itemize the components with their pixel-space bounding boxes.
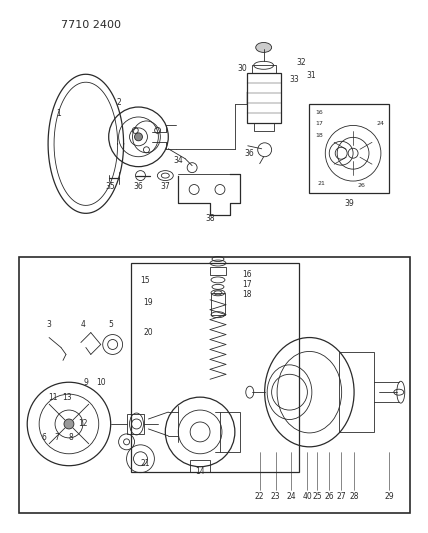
Text: 40: 40	[303, 492, 312, 501]
Text: 17: 17	[242, 280, 251, 289]
Bar	[210, 267, 226, 275]
Text: 8: 8	[68, 433, 73, 442]
Text: 37: 37	[160, 182, 170, 191]
Text: 36: 36	[134, 182, 143, 191]
Bar	[131, 263, 300, 472]
Text: 25: 25	[312, 492, 322, 501]
Bar	[127, 414, 145, 434]
Text: 11: 11	[48, 393, 58, 402]
Bar	[339, 352, 374, 432]
Text: 31: 31	[306, 71, 316, 80]
Bar	[247, 73, 281, 123]
Bar	[254, 123, 273, 131]
Text: 7: 7	[55, 433, 59, 442]
Text: 18: 18	[315, 133, 323, 139]
Text: 39: 39	[344, 199, 354, 208]
Text: 10: 10	[96, 378, 106, 387]
Text: 7710 2400: 7710 2400	[61, 20, 121, 29]
Text: 1: 1	[56, 109, 61, 118]
Text: 23: 23	[271, 492, 280, 501]
Ellipse shape	[256, 43, 272, 52]
Text: 14: 14	[195, 467, 205, 476]
Text: 19: 19	[144, 298, 153, 307]
Text: 4: 4	[80, 320, 85, 329]
Text: 20: 20	[144, 328, 153, 337]
Text: 6: 6	[42, 433, 47, 442]
Text: 15: 15	[141, 277, 150, 285]
Bar	[220, 412, 240, 452]
Text: 22: 22	[255, 492, 265, 501]
Text: 26: 26	[357, 183, 365, 188]
Text: 32: 32	[297, 58, 306, 67]
Text: 36: 36	[245, 149, 255, 158]
Text: 2: 2	[116, 98, 121, 107]
Bar	[190, 460, 210, 472]
Bar	[19, 257, 410, 513]
Text: 24: 24	[377, 122, 385, 126]
Text: 13: 13	[62, 393, 72, 402]
Circle shape	[64, 419, 74, 429]
Text: 34: 34	[173, 156, 183, 165]
Text: 27: 27	[336, 492, 346, 501]
Bar	[211, 293, 225, 314]
Text: 9: 9	[83, 378, 88, 387]
Text: 24: 24	[287, 492, 296, 501]
Text: 18: 18	[242, 290, 251, 300]
Text: 21: 21	[141, 459, 150, 468]
Text: 3: 3	[47, 320, 51, 329]
Text: 35: 35	[106, 182, 116, 191]
Text: 12: 12	[78, 419, 88, 429]
Text: 17: 17	[315, 122, 323, 126]
Text: 5: 5	[108, 320, 113, 329]
Text: 16: 16	[242, 270, 251, 279]
Text: 33: 33	[290, 75, 299, 84]
Circle shape	[134, 133, 143, 141]
Text: 28: 28	[349, 492, 359, 501]
Text: 21: 21	[317, 181, 325, 186]
Text: 30: 30	[238, 64, 247, 73]
Bar	[252, 66, 276, 73]
Text: 16: 16	[315, 109, 323, 115]
Text: 26: 26	[324, 492, 334, 501]
Text: 29: 29	[384, 492, 394, 501]
Bar	[309, 104, 389, 193]
Text: 38: 38	[205, 214, 215, 223]
